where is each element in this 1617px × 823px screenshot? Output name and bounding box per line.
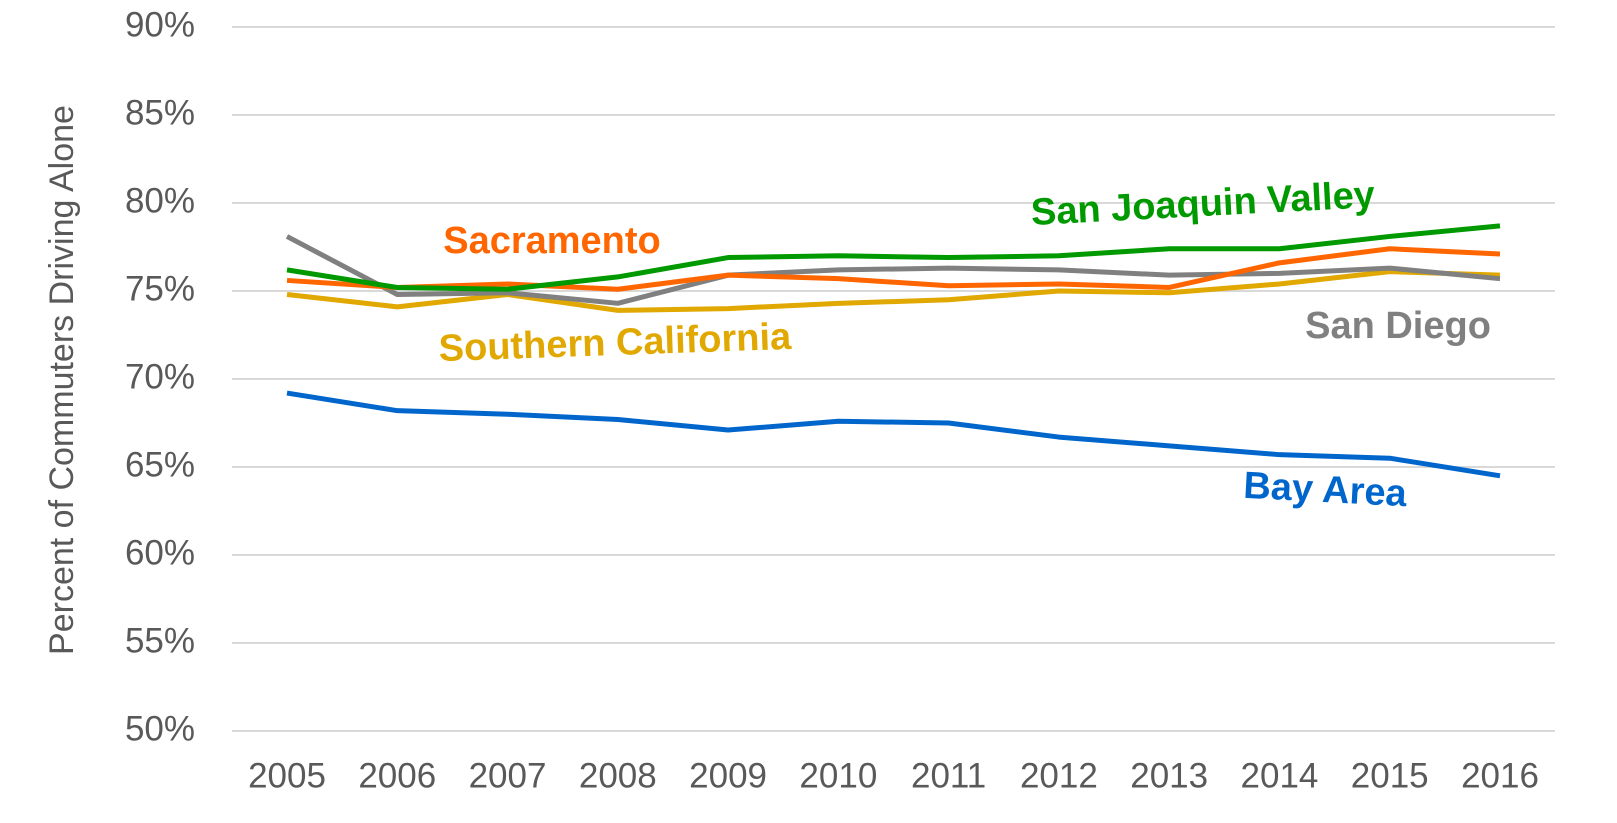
y-tick-label: 80%	[125, 181, 195, 220]
series-label: Sacramento	[443, 220, 661, 262]
y-tick-label: 50%	[125, 709, 195, 748]
y-tick-label: 90%	[125, 5, 195, 44]
series-label: San Joaquin Valley	[1030, 174, 1376, 234]
series-label: Bay Area	[1242, 465, 1408, 516]
series-line	[286, 269, 1501, 313]
y-tick-label: 65%	[125, 445, 195, 484]
x-tick-label: 2008	[579, 756, 657, 795]
x-tick-label: 2014	[1241, 756, 1319, 795]
x-tick-label: 2010	[799, 756, 877, 795]
y-tick-label: 75%	[125, 269, 195, 308]
series-line	[286, 223, 1501, 292]
series-label: San Diego	[1305, 305, 1491, 347]
y-tick-label: 85%	[125, 93, 195, 132]
x-tick-label: 2007	[469, 756, 547, 795]
y-tick-label: 60%	[125, 533, 195, 572]
x-tick-label: 2013	[1130, 756, 1208, 795]
x-tick-label: 2016	[1461, 756, 1539, 795]
x-tick-label: 2015	[1351, 756, 1429, 795]
x-tick-label: 2006	[358, 756, 436, 795]
y-tick-label: 55%	[125, 621, 195, 660]
x-tick-label: 2009	[689, 756, 767, 795]
series-line	[285, 234, 1501, 306]
series-line	[286, 390, 1501, 479]
series-label: Southern California	[438, 316, 793, 370]
y-tick-label: 70%	[125, 357, 195, 396]
x-tick-label: 2011	[911, 756, 986, 795]
series-line	[286, 246, 1501, 292]
x-tick-label: 2005	[248, 756, 326, 795]
x-tick-label: 2012	[1020, 756, 1098, 795]
